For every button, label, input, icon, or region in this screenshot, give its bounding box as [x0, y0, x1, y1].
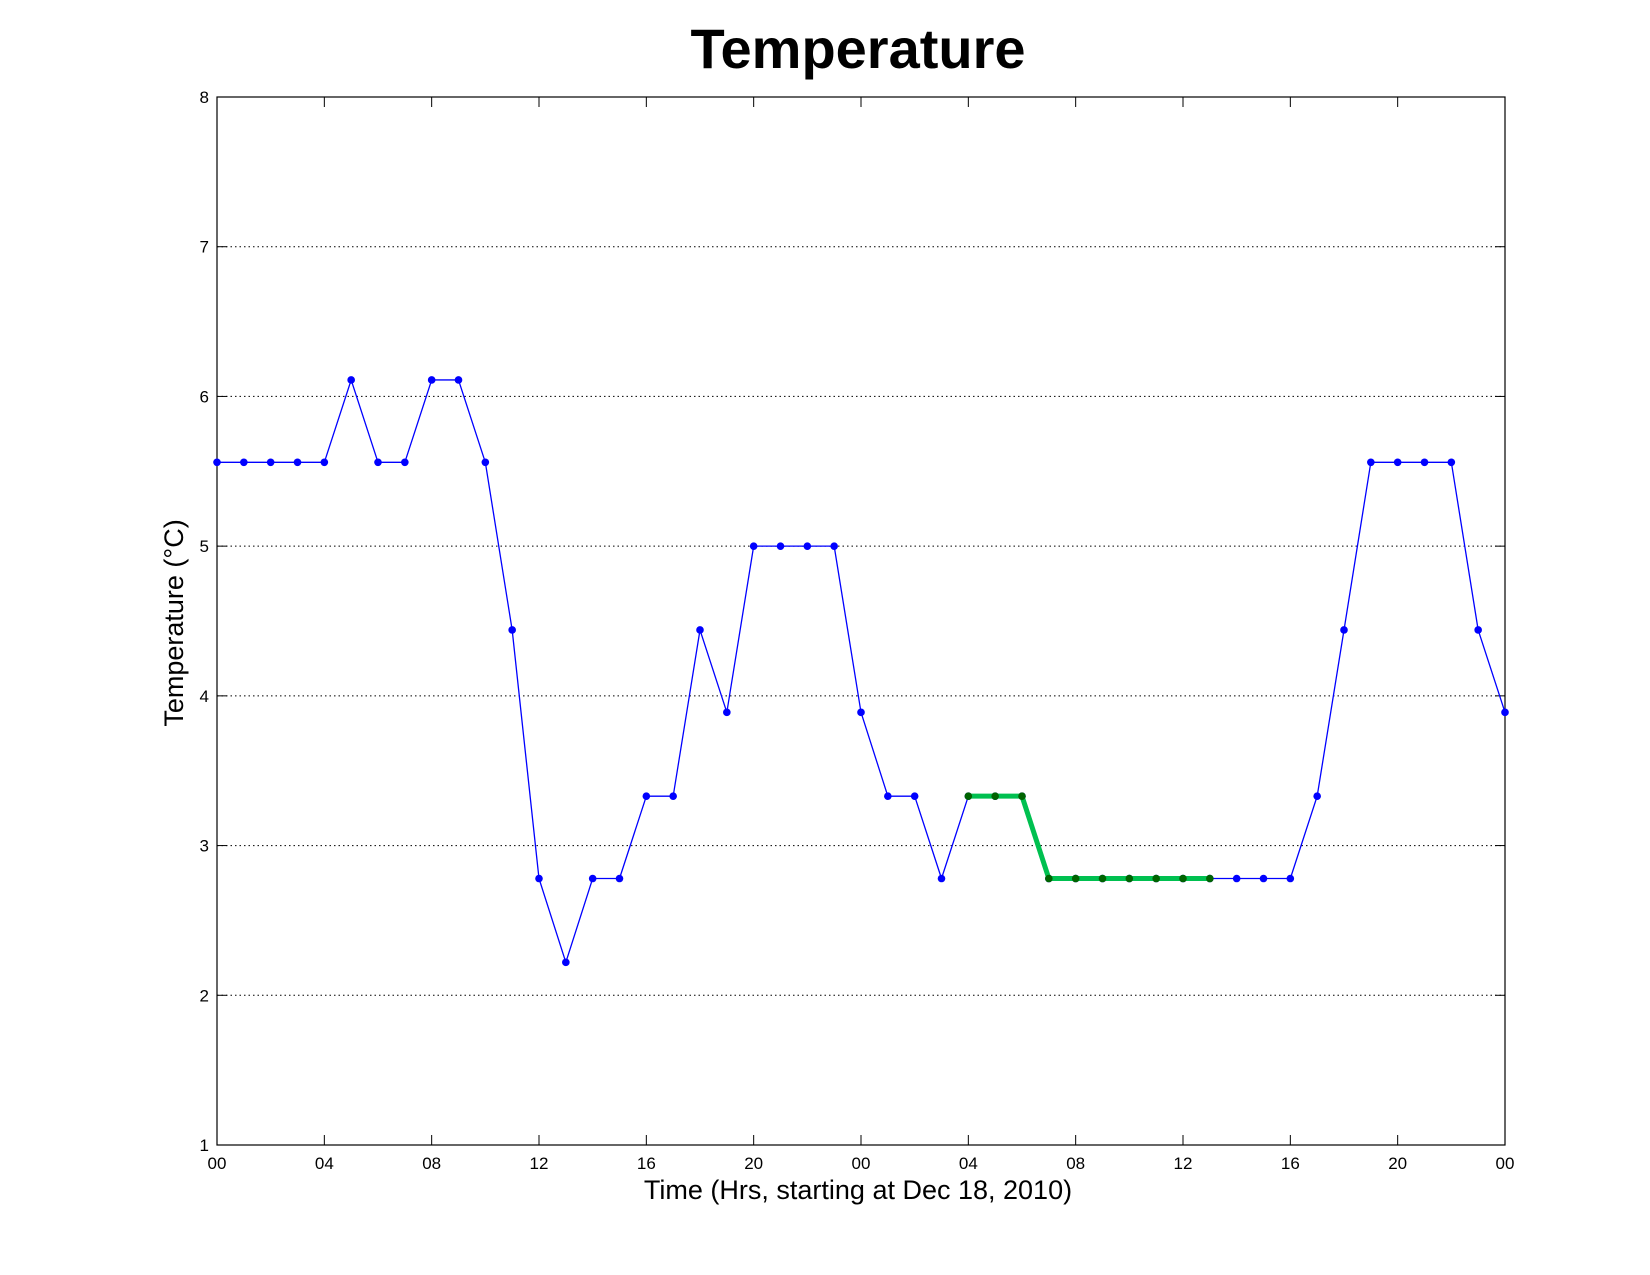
temperature-point	[884, 792, 892, 800]
temperature-point	[427, 376, 436, 384]
temperature-point	[696, 626, 704, 634]
temperature-point	[1259, 874, 1268, 883]
x-tick-label: 00	[1496, 1154, 1515, 1173]
temperature-point	[320, 458, 329, 467]
temperature-point	[401, 458, 409, 467]
chart-title: Temperature	[690, 17, 1025, 80]
temperature-point	[535, 874, 543, 883]
x-tick-label: 00	[852, 1154, 871, 1173]
temperature-point	[937, 874, 946, 883]
temperature-point	[454, 376, 463, 384]
x-tick-label: 08	[422, 1154, 441, 1173]
x-tick-label: 04	[959, 1154, 978, 1173]
temperature-line	[217, 379, 1506, 963]
y-tick-label: 4	[200, 687, 209, 706]
temperature-point	[615, 874, 624, 883]
temperature-point	[1447, 458, 1456, 467]
highlight-segment-line	[968, 793, 1210, 882]
x-tick-label: 12	[530, 1154, 549, 1173]
temperature-point	[830, 542, 838, 550]
y-tick-label: 6	[200, 387, 209, 406]
temperature-point	[374, 458, 382, 467]
highlight-point	[1098, 874, 1107, 883]
highlight-point	[1125, 874, 1134, 883]
temperature-point	[642, 792, 651, 800]
temperature-point	[213, 458, 221, 467]
y-tick-label: 5	[200, 537, 209, 556]
temperature-point	[1313, 792, 1321, 800]
x-tick-label: 20	[1388, 1154, 1407, 1173]
temperature-point	[749, 542, 758, 550]
highlight-point	[1071, 874, 1080, 883]
temperature-point	[266, 458, 275, 467]
highlight-point	[1018, 792, 1026, 800]
temperature-point	[723, 708, 731, 717]
temperature-point	[669, 792, 677, 800]
temperature-point	[1474, 626, 1482, 634]
temperature-point	[1367, 458, 1375, 467]
y-tick-label: 1	[200, 1136, 209, 1155]
temperature-point	[1340, 626, 1348, 634]
temperature-point	[293, 458, 302, 467]
temperature-point	[240, 458, 248, 467]
highlight-point	[1179, 874, 1187, 883]
y-axis-label: Temperature (°C)	[159, 519, 189, 726]
x-tick-label: 12	[1174, 1154, 1193, 1173]
temperature-point	[857, 708, 865, 717]
temperature-point	[1393, 458, 1402, 467]
highlight-point	[1206, 874, 1214, 883]
highlight-point	[1045, 874, 1053, 883]
highlight-point	[964, 792, 973, 800]
x-tick-label: 20	[744, 1154, 763, 1173]
x-tick-label: 00	[208, 1154, 227, 1173]
temperature-point	[1501, 708, 1509, 717]
temperature-point	[347, 376, 355, 384]
temperature-point	[481, 458, 490, 467]
temperature-point	[1420, 458, 1429, 467]
y-tick-label: 8	[200, 88, 209, 107]
y-tick-label: 7	[200, 238, 209, 257]
x-tick-label: 16	[637, 1154, 656, 1173]
temperature-point	[1232, 874, 1241, 883]
temperature-point	[776, 542, 785, 550]
highlight-point	[1152, 874, 1160, 883]
x-axis-label: Time (Hrs, starting at Dec 18, 2010)	[644, 1175, 1072, 1205]
y-tick-label: 3	[200, 837, 209, 856]
y-tick-label: 2	[200, 986, 209, 1005]
highlight-point	[991, 792, 999, 800]
temperature-point	[1286, 874, 1295, 883]
x-tick-label: 16	[1281, 1154, 1300, 1173]
temperature-point	[508, 626, 516, 634]
x-tick-label: 04	[315, 1154, 334, 1173]
temperature-point	[562, 958, 570, 967]
temperature-point	[910, 792, 919, 800]
x-tick-label: 08	[1066, 1154, 1085, 1173]
axes-frame	[216, 96, 1506, 1146]
temperature-point	[588, 874, 597, 883]
temperature-point	[803, 542, 812, 550]
